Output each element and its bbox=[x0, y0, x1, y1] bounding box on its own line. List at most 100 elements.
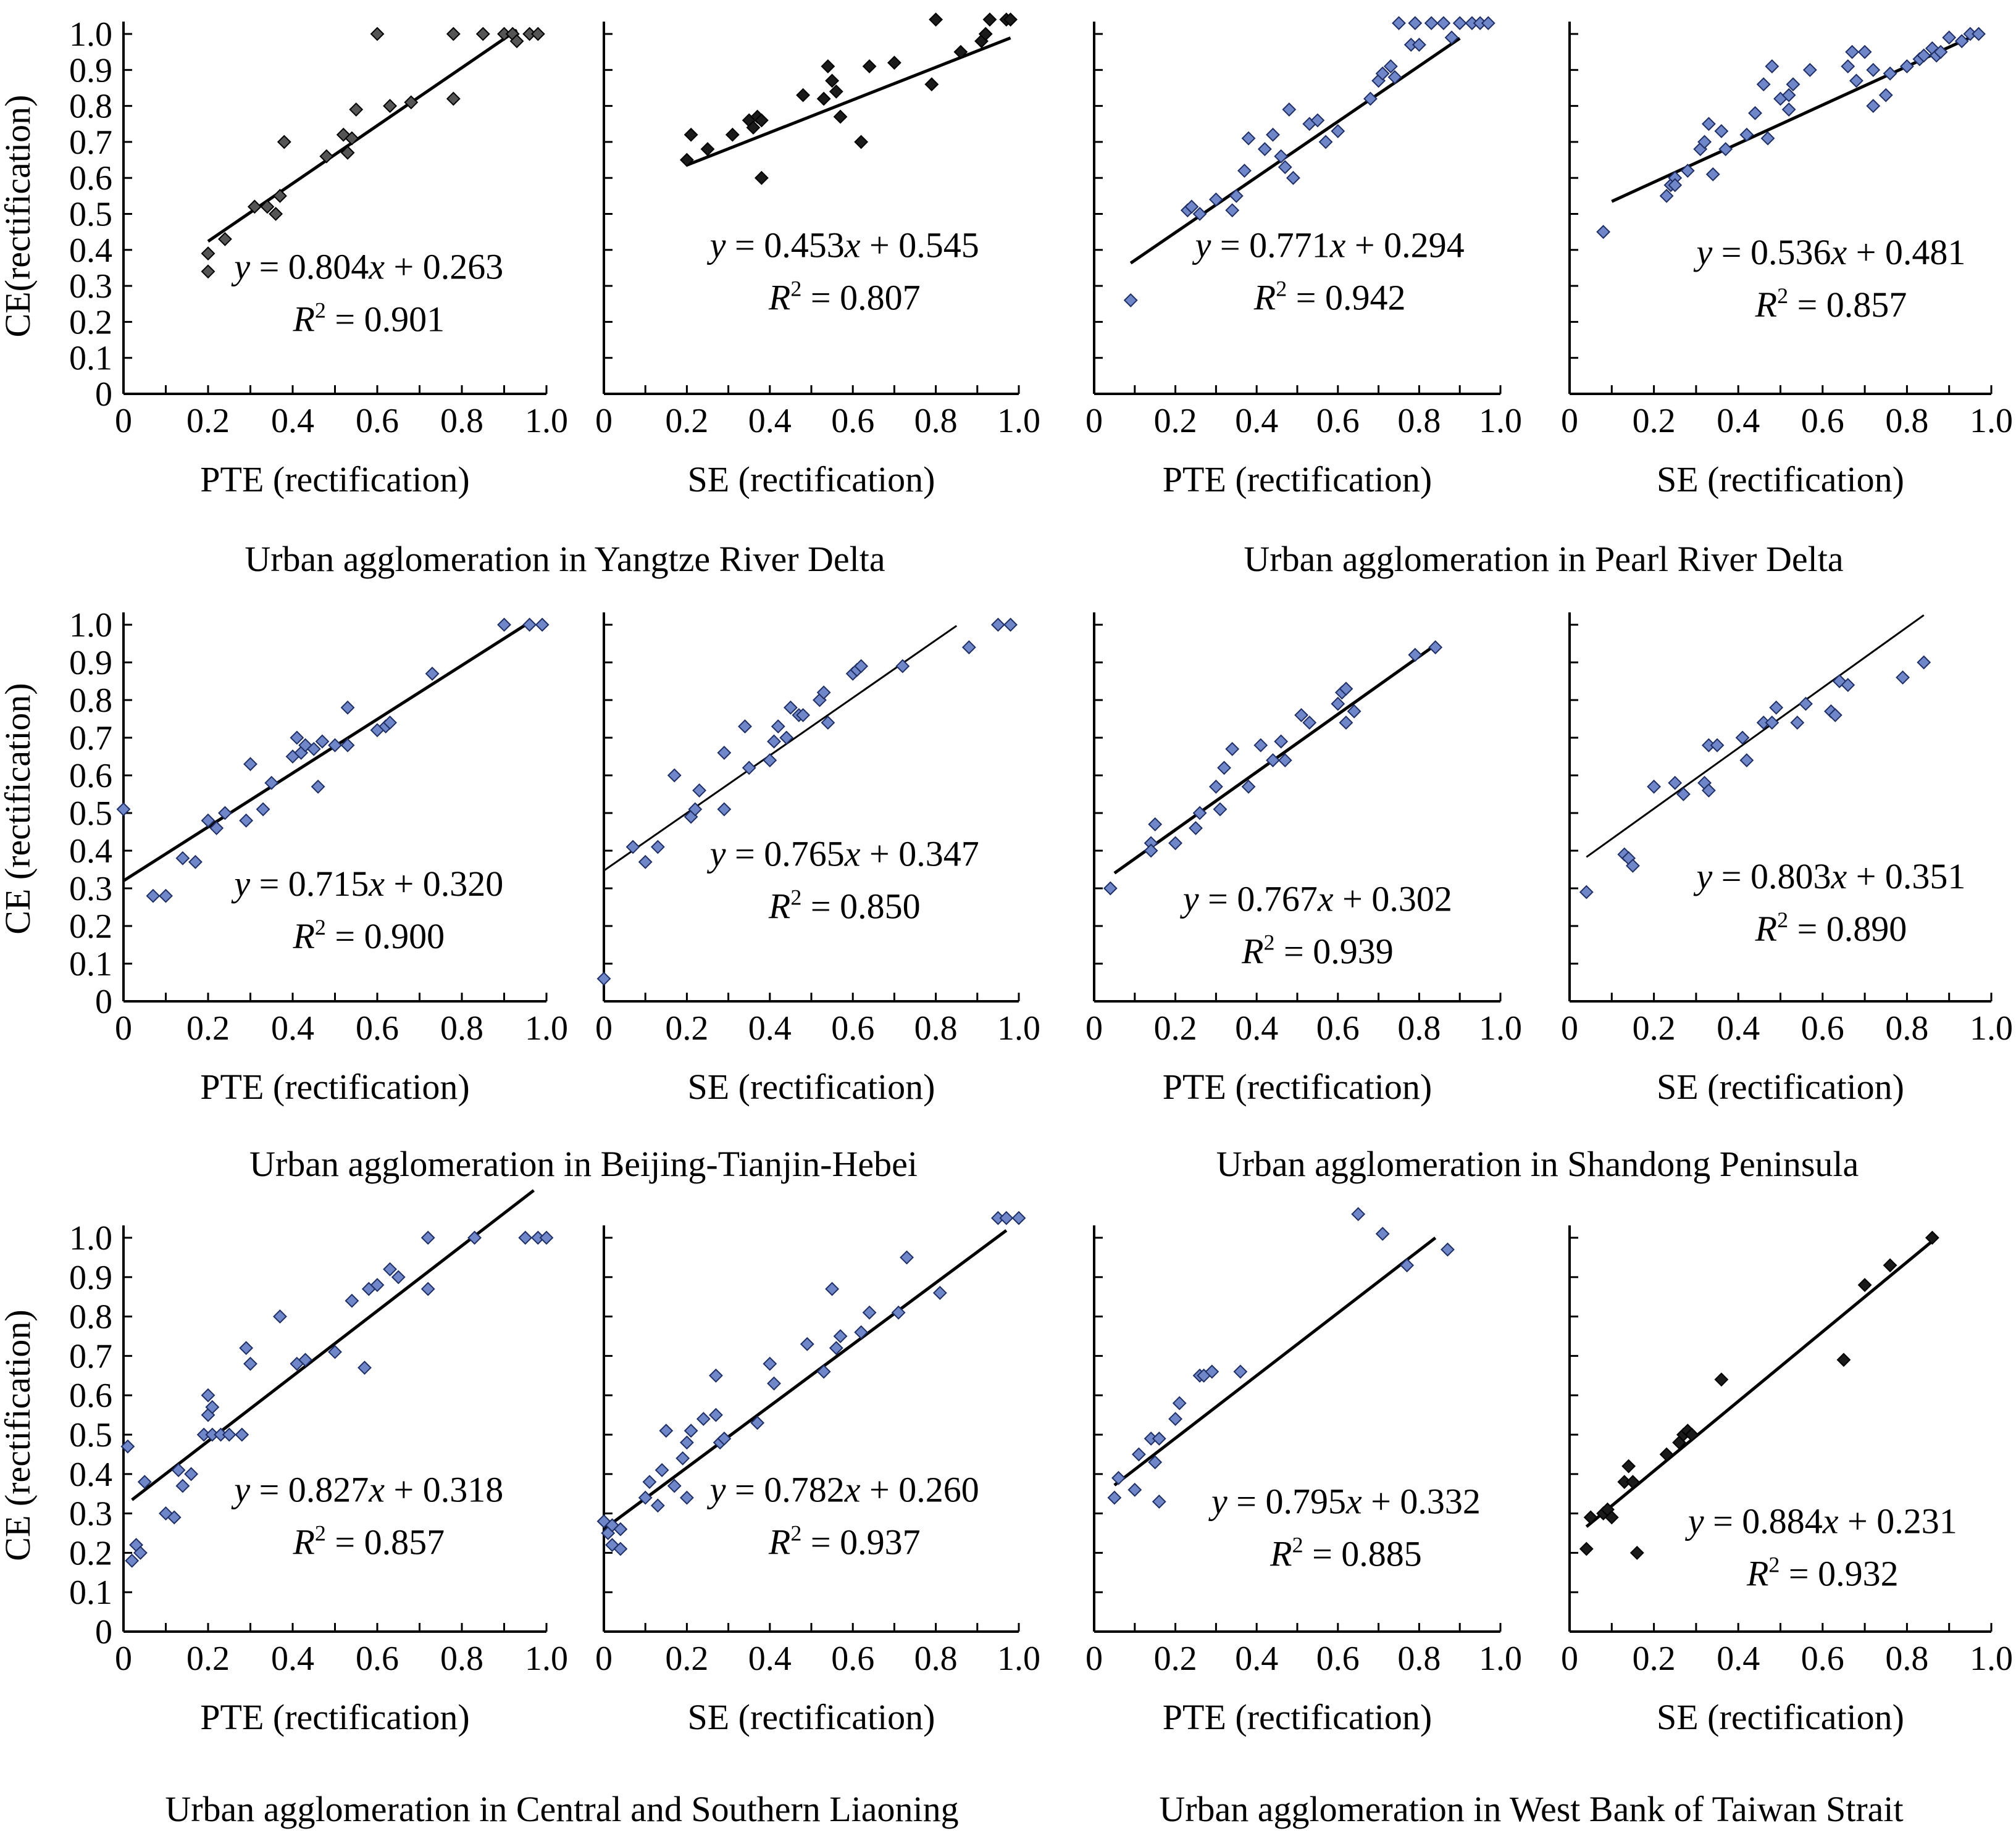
x-tick-label: 0.2 bbox=[1633, 1640, 1676, 1678]
x-tick-label: 0.8 bbox=[440, 1640, 483, 1678]
data-point bbox=[1849, 73, 1863, 88]
x-axis-title: PTE (rectification) bbox=[1163, 1697, 1432, 1737]
data-point bbox=[1436, 16, 1451, 30]
y-tick-label: 0.7 bbox=[69, 719, 112, 757]
x-tick-label: 0.6 bbox=[1801, 1640, 1844, 1678]
data-point bbox=[709, 1368, 723, 1383]
data-point bbox=[1225, 203, 1240, 218]
scatter-panel-4: 0 0.2 0.4 0.6 0.8 1.0 SE (rectification) y = 0.… bbox=[1561, 22, 2013, 499]
data-point bbox=[1659, 1447, 1674, 1462]
data-point bbox=[201, 246, 215, 261]
data-point bbox=[833, 1329, 848, 1343]
data-point bbox=[358, 1361, 372, 1375]
data-point bbox=[650, 1498, 665, 1513]
scatter-panel-7: 0 0.2 0.4 0.6 0.8 1.0 PTE (rectification) y = 0… bbox=[1085, 612, 1522, 1107]
data-point bbox=[862, 59, 877, 73]
data-point bbox=[116, 802, 131, 817]
data-point bbox=[667, 768, 682, 783]
x-tick-label: 0.8 bbox=[914, 1009, 958, 1048]
r-squared: R2 = 0.850 bbox=[768, 885, 921, 926]
x-axis-title: PTE (rectification) bbox=[200, 459, 469, 499]
caption-beijing-tianjin-hebei: Urban agglomeration in Beijing-Tianjin-H… bbox=[249, 1144, 918, 1184]
x-tick-label: 0.6 bbox=[356, 1009, 399, 1048]
data-point bbox=[1375, 66, 1390, 81]
x-tick-label: 0.8 bbox=[1397, 402, 1441, 440]
data-point bbox=[1168, 836, 1183, 851]
data-point bbox=[767, 1376, 781, 1391]
r-squared: R2 = 0.942 bbox=[1253, 276, 1406, 317]
x-tick-label: 0.2 bbox=[186, 402, 230, 440]
scatter-panel-12: 0 0.2 0.4 0.6 0.8 1.0 SE (rectification) y = 0.… bbox=[1561, 1225, 2013, 1737]
data-point bbox=[854, 1325, 869, 1340]
data-point bbox=[1972, 27, 1986, 41]
x-tick-label: 0 bbox=[115, 402, 132, 440]
x-tick-label: 0 bbox=[595, 402, 613, 440]
panels: 00.10.20.30.40.50.60.70.80.91.00 0.2 0.4 0.… bbox=[69, 12, 2013, 1737]
trend-line bbox=[1585, 1237, 1938, 1528]
data-point bbox=[1310, 113, 1325, 128]
data-point bbox=[642, 1475, 657, 1489]
y-tick-label: 0 bbox=[95, 983, 112, 1021]
x-axis-title: SE (rectification) bbox=[1657, 1067, 1904, 1107]
data-point bbox=[1621, 1459, 1636, 1474]
x-tick-label: 1.0 bbox=[1479, 402, 1522, 440]
r-squared: R2 = 0.857 bbox=[292, 1520, 445, 1562]
data-point bbox=[829, 84, 843, 99]
data-point bbox=[1769, 700, 1784, 715]
x-tick-label: 0.4 bbox=[1717, 1640, 1760, 1678]
y-tick-label: 0 bbox=[95, 375, 112, 414]
data-point bbox=[725, 127, 740, 142]
data-point bbox=[1213, 802, 1228, 817]
x-axis-title: SE (rectification) bbox=[688, 459, 935, 499]
data-point bbox=[1781, 102, 1796, 117]
data-point bbox=[1845, 44, 1860, 59]
x-tick-label: 0.6 bbox=[1316, 1640, 1360, 1678]
scatter-panel-11: 0 0.2 0.4 0.6 0.8 1.0 PTE (rectification) y = 0… bbox=[1085, 1207, 1522, 1737]
data-point bbox=[1266, 753, 1280, 768]
x-tick-label: 0.8 bbox=[914, 1640, 958, 1678]
data-point bbox=[816, 91, 831, 106]
data-point bbox=[650, 840, 665, 854]
y-tick-label: 1.0 bbox=[69, 606, 112, 644]
data-point bbox=[133, 1545, 148, 1560]
regression-equation: y = 0.767x + 0.302 bbox=[1180, 879, 1452, 919]
data-point bbox=[625, 840, 640, 854]
data-point bbox=[1208, 779, 1223, 794]
data-point bbox=[900, 1250, 914, 1265]
y-tick-label: 0.9 bbox=[69, 1259, 112, 1297]
data-point bbox=[539, 1230, 554, 1245]
data-point bbox=[497, 617, 511, 632]
caption-central-southern-liaoning: Urban agglomeration in Central and South… bbox=[165, 1789, 958, 1829]
data-point bbox=[1205, 1364, 1219, 1379]
trend-line bbox=[1586, 614, 1925, 858]
regression-equation: y = 0.884x + 0.231 bbox=[1685, 1501, 1957, 1541]
data-point bbox=[796, 88, 810, 102]
data-point bbox=[1400, 1258, 1415, 1273]
regression-equation: y = 0.771x + 0.294 bbox=[1192, 225, 1465, 265]
y-tick-label: 0.4 bbox=[69, 231, 112, 270]
data-point bbox=[1954, 34, 1969, 49]
x-axis-title: PTE (rectification) bbox=[200, 1697, 469, 1737]
data-point bbox=[1680, 164, 1695, 178]
trend-line bbox=[122, 624, 527, 882]
data-point bbox=[754, 170, 769, 185]
x-tick-label: 0.2 bbox=[665, 1640, 708, 1678]
regression-equation: y = 0.782x + 0.260 bbox=[707, 1469, 979, 1509]
data-point bbox=[205, 1399, 220, 1414]
data-point bbox=[298, 1353, 312, 1367]
data-point bbox=[1278, 753, 1292, 768]
r-squared: R2 = 0.857 bbox=[1755, 283, 1907, 325]
data-point bbox=[1899, 59, 1914, 73]
r-squared: R2 = 0.890 bbox=[1755, 907, 1907, 949]
data-point bbox=[383, 99, 397, 114]
x-tick-label: 0.4 bbox=[748, 1009, 792, 1048]
data-point bbox=[239, 813, 254, 828]
data-point bbox=[1701, 783, 1716, 798]
scatter-panel-2: 0 0.2 0.4 0.6 0.8 1.0 SE (rectification) y = 0.… bbox=[595, 12, 1040, 499]
x-axis-title: SE (rectification) bbox=[1657, 459, 1904, 499]
data-point bbox=[273, 1309, 287, 1324]
data-point bbox=[1756, 77, 1771, 92]
data-point bbox=[209, 820, 224, 835]
x-tick-label: 0.2 bbox=[1154, 402, 1197, 440]
data-point bbox=[1318, 135, 1333, 149]
